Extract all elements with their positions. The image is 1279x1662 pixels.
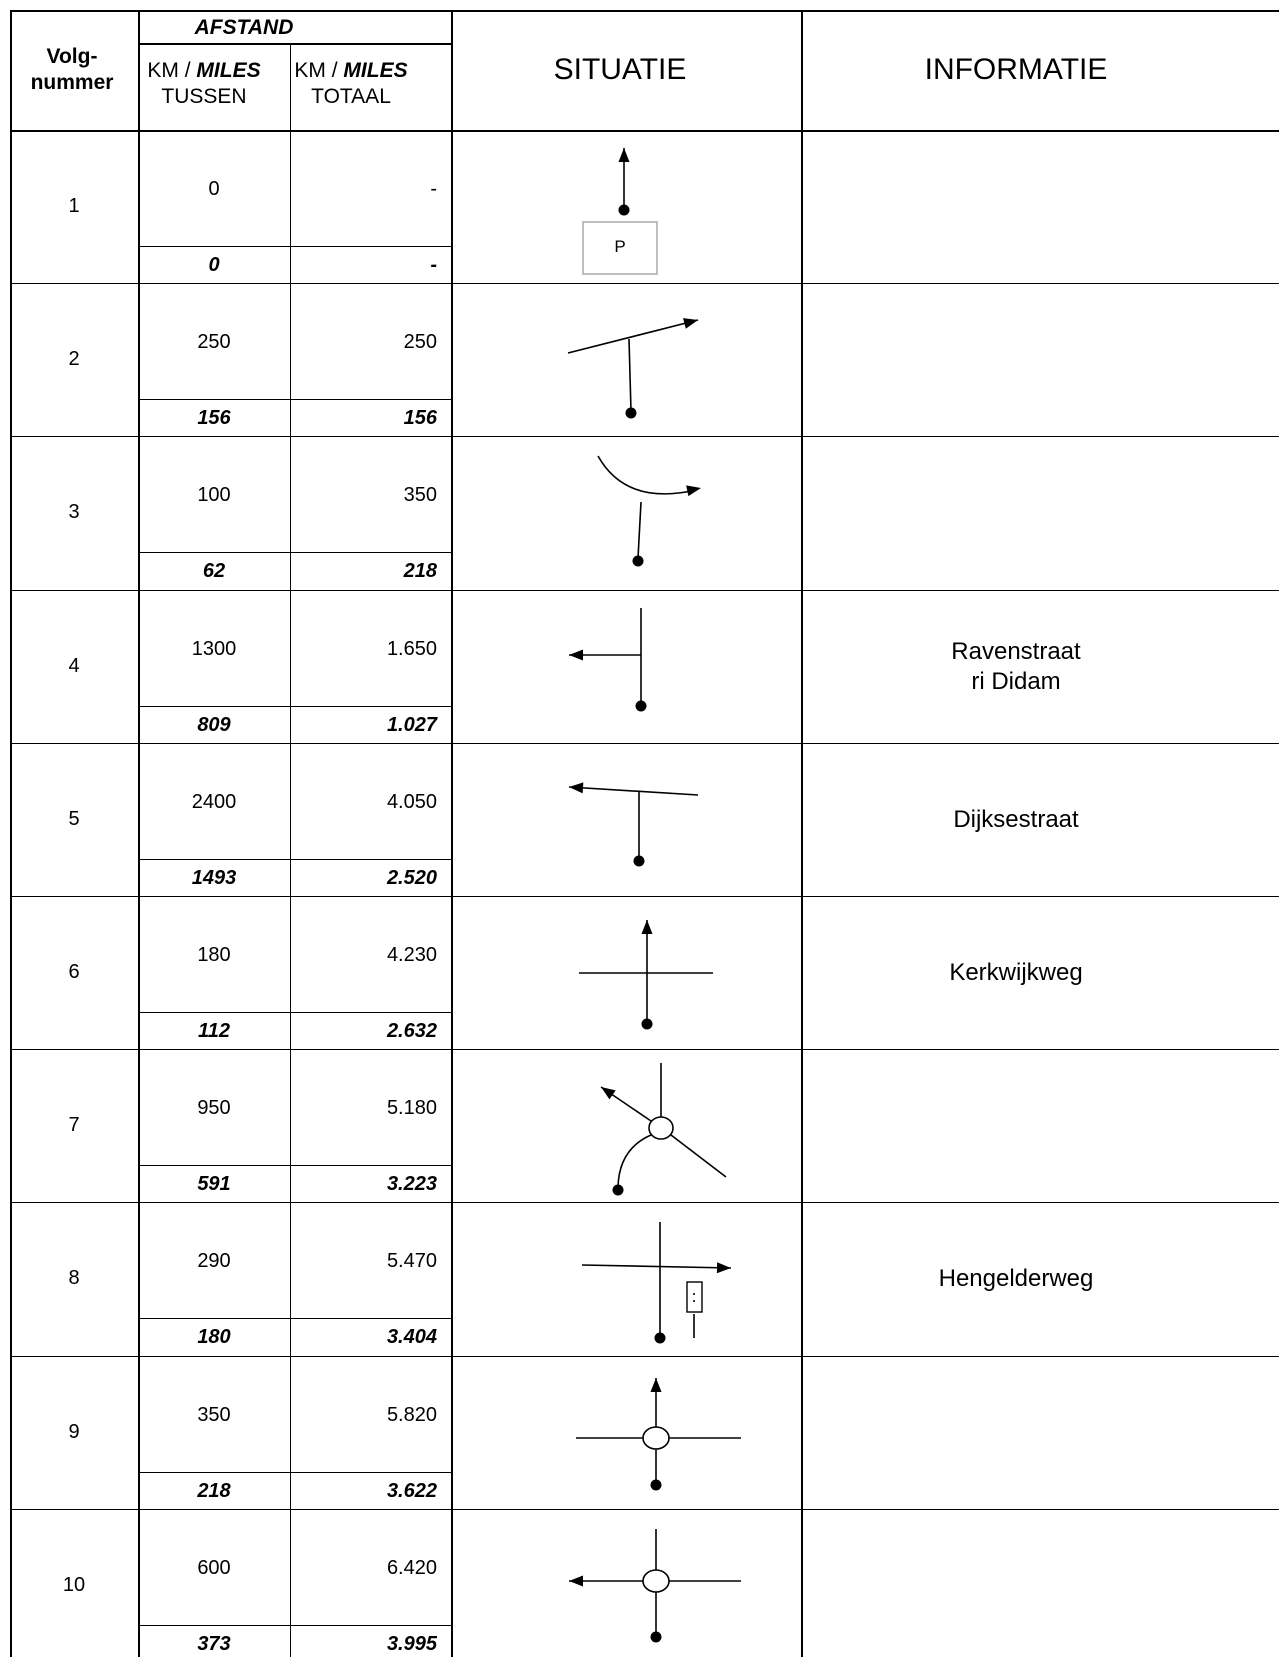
km-tussen-value: 950 (197, 1097, 231, 1120)
km-totaal-value: 4.050 (386, 790, 437, 813)
km-totaal-header: KM / MILES TOTAAL (294, 59, 408, 108)
col-divider-3 (451, 10, 453, 1657)
miles-tussen-value: 809 (197, 713, 231, 736)
row-border (10, 743, 1279, 744)
curve-right-icon (597, 455, 701, 567)
row-number: 3 (68, 501, 80, 524)
row-number: 1 (68, 195, 80, 217)
crossroad-straight-icon (579, 920, 713, 1030)
row-border (10, 1202, 1279, 1203)
miles-tussen-value: 1493 (191, 866, 237, 889)
t-junction-right-icon (567, 318, 699, 419)
km-totaal-value: 350 (403, 484, 437, 507)
km-totaal-value: 4.230 (386, 944, 437, 966)
miles-tussen-value: 112 (198, 1020, 230, 1042)
miles-divider (138, 1318, 451, 1319)
miles-totaal-value: - (430, 254, 437, 276)
miles-divider (138, 1625, 451, 1626)
km-tussen-value: 1300 (191, 637, 237, 660)
miles-divider (138, 552, 451, 553)
miles-divider (138, 859, 451, 860)
afstand-header: AFSTAND (194, 16, 294, 39)
row-border (10, 1509, 1279, 1510)
volg-header: Volg-nummer (30, 45, 114, 94)
miles-tussen-value: 180 (197, 1326, 231, 1349)
km-tussen-value: 2400 (191, 790, 237, 813)
miles-tussen-value: 62 (202, 560, 226, 583)
miles-divider (138, 399, 451, 400)
informatie-header: INFORMATIE (924, 53, 1108, 86)
info-text: Hengelderweg (938, 1265, 1094, 1293)
miles-totaal-value: 156 (403, 407, 437, 430)
roundabout-left-exit-icon (569, 1528, 741, 1643)
km-tussen-value: 600 (197, 1556, 231, 1579)
row-number: 6 (68, 961, 80, 983)
miles-totaal-value: 2.520 (386, 866, 437, 889)
miles-divider (138, 1012, 451, 1013)
row-number: 7 (68, 1114, 80, 1137)
km-totaal-value: - (430, 178, 437, 200)
km-totaal-value: 250 (403, 331, 437, 354)
row-border (10, 283, 1279, 284)
row-border (10, 590, 1279, 591)
km-tussen-header: KM / MILES TUSSEN (147, 59, 261, 108)
miles-tussen-value: 373 (197, 1632, 231, 1655)
km-totaal-value: 5.820 (386, 1403, 437, 1426)
km-tussen-value: 350 (197, 1403, 231, 1426)
start-parking-arrow-up-icon (582, 148, 658, 275)
km-tussen-value: 180 (197, 944, 231, 966)
miles-tussen-value: 218 (197, 1479, 231, 1502)
table-top-border (10, 10, 1279, 12)
miles-totaal-value: 1.027 (386, 713, 437, 736)
row-number: 2 (68, 348, 80, 371)
miles-divider (138, 246, 451, 247)
situatie-header: SITUATIE (553, 53, 687, 86)
miles-divider (138, 1472, 451, 1473)
row-border (10, 896, 1279, 897)
miles-totaal-value: 3.622 (386, 1479, 437, 1502)
row-number: 9 (68, 1420, 80, 1443)
row-border (10, 436, 1279, 437)
miles-divider (138, 706, 451, 707)
miles-totaal-value: 3.995 (386, 1632, 437, 1655)
km-totaal-value: 5.180 (386, 1097, 437, 1120)
header-bottom-border (10, 130, 1279, 132)
row-border (10, 1049, 1279, 1050)
col-divider-2 (290, 43, 291, 1657)
row-number: 4 (68, 654, 80, 677)
km-totaal-value: 1.650 (386, 637, 437, 660)
info-text: Ravenstraat ri Didam (951, 637, 1081, 695)
info-text: Dijksestraat (953, 805, 1079, 833)
km-tussen-value: 290 (197, 1250, 231, 1273)
miles-totaal-value: 3.223 (386, 1173, 437, 1196)
row-number: 10 (62, 1573, 86, 1596)
col-divider-4 (801, 10, 803, 1657)
info-text: Kerkwijkweg (949, 959, 1083, 986)
roundabout-left-icon (600, 1063, 727, 1196)
miles-tussen-value: 591 (197, 1173, 231, 1196)
left-turn-icon (569, 607, 647, 712)
row-number: 8 (68, 1267, 80, 1290)
miles-tussen-value: 156 (197, 407, 231, 430)
miles-totaal-value: 2.632 (386, 1020, 437, 1042)
miles-totaal-value: 218 (403, 560, 437, 583)
km-tussen-value: 0 (208, 178, 220, 200)
col-divider-1 (138, 10, 140, 1657)
row-border (10, 1356, 1279, 1357)
km-tussen-value: 250 (197, 331, 231, 354)
crossroad-right-traffic-light-icon (581, 1222, 732, 1344)
afstand-divider (138, 43, 451, 45)
miles-divider (138, 1165, 451, 1166)
row-number: 5 (68, 807, 80, 830)
miles-tussen-value: 0 (208, 254, 220, 276)
miles-totaal-value: 3.404 (386, 1326, 437, 1349)
roundabout-straight-icon (576, 1377, 741, 1491)
parking-label: P (614, 237, 626, 256)
km-totaal-value: 6.420 (386, 1556, 437, 1579)
km-totaal-value: 5.470 (386, 1250, 437, 1273)
t-junction-left-icon (568, 782, 699, 867)
km-tussen-value: 100 (197, 484, 231, 507)
table-left-border (10, 10, 12, 1657)
